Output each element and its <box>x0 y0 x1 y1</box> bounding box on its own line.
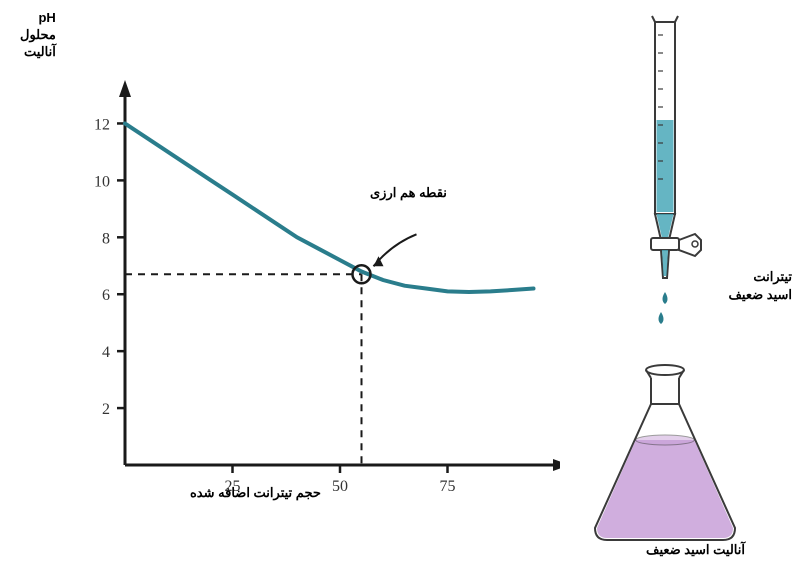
titration-chart: 24681012255075 <box>40 20 560 500</box>
analyte-label: آنالیت اسید ضعیف <box>646 542 745 558</box>
svg-text:4: 4 <box>102 344 110 361</box>
svg-text:12: 12 <box>94 116 110 133</box>
svg-text:50: 50 <box>332 478 348 495</box>
y-label-1: pH <box>20 10 56 27</box>
svg-text:2: 2 <box>102 401 110 418</box>
x-axis-label: حجم تیترانت اضافه شده <box>190 485 321 501</box>
titrant-label: تیترانت اسید ضعیف <box>728 268 792 304</box>
svg-text:8: 8 <box>102 230 110 247</box>
y-label-3: آنالیت <box>20 44 56 61</box>
equivalence-label: نقطه هم ارزی <box>370 185 447 201</box>
chart-svg: 24681012255075 <box>40 20 560 520</box>
svg-text:10: 10 <box>94 173 110 190</box>
y-axis-label: pH محلول آنالیت <box>20 10 56 61</box>
titrant-label-1: تیترانت <box>728 268 792 286</box>
y-label-2: محلول <box>20 27 56 44</box>
svg-text:6: 6 <box>102 287 110 304</box>
svg-text:75: 75 <box>440 478 456 495</box>
titrant-label-2: اسید ضعیف <box>728 286 792 304</box>
